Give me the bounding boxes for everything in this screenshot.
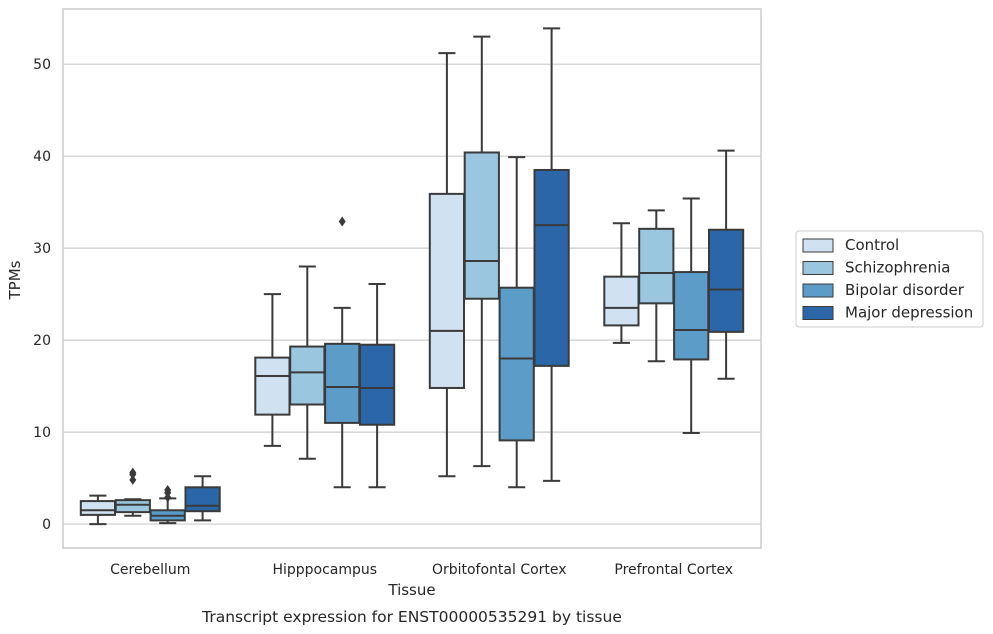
y-tick-label-0: 0 [42, 517, 51, 533]
box-schizophrenia [289, 265, 326, 460]
box-iqr [79, 500, 117, 516]
legend-label: Control [845, 236, 899, 254]
box-iqr [289, 345, 326, 406]
box-iqr [324, 342, 361, 424]
y-tick-label-30: 30 [33, 241, 51, 257]
box-bipolar-disorder [673, 197, 710, 435]
legend-swatch [802, 283, 834, 298]
box-plots [79, 27, 745, 526]
legend-item: Schizophrenia [802, 259, 950, 277]
figure-caption: Transcript expression for ENST0000053529… [201, 608, 622, 626]
box-bipolar-disorder [324, 216, 361, 489]
box-major-depression [707, 149, 745, 380]
box-control [254, 293, 291, 447]
box-iqr [673, 271, 710, 361]
box-schizophrenia [638, 209, 675, 363]
box-schizophrenia [463, 35, 500, 468]
box-iqr [184, 486, 221, 513]
box-iqr [428, 192, 466, 389]
box-major-depression [184, 475, 221, 522]
legend-item: Control [802, 236, 899, 254]
box-major-depression [358, 283, 396, 489]
outlier-point [164, 485, 172, 496]
x-tick-label: Orbitofontal Cortex [432, 562, 567, 578]
grid-lines [63, 63, 761, 525]
y-tick-label-10: 10 [33, 425, 51, 441]
legend-swatch [802, 306, 834, 320]
box-iqr [254, 356, 291, 416]
x-axis-label: Tissue [387, 581, 435, 599]
legend-swatch [802, 261, 834, 275]
y-tick-label-40: 40 [33, 149, 51, 165]
outlier-point [338, 216, 346, 227]
box-schizophrenia [114, 467, 151, 517]
box-iqr [498, 286, 535, 442]
legend-label: Bipolar disorder [845, 281, 965, 299]
x-tick-label: Prefrontal Cortex [614, 562, 733, 578]
box-iqr [533, 168, 570, 367]
x-tick-label: Cerebellum [110, 562, 190, 578]
legend-swatch [802, 238, 834, 253]
legend-label: Major depression [845, 304, 973, 322]
legend-label: Schizophrenia [845, 259, 950, 277]
outlier-point [129, 467, 137, 478]
y-tick-labels: 0 10 20 30 40 50 [33, 57, 51, 533]
legend: Control Schizophrenia Bipolar disorder Majo… [795, 230, 984, 328]
legend-frame [795, 230, 984, 328]
box-control [603, 222, 640, 344]
legend-item: Major depression [802, 304, 973, 322]
box-bipolar-disorder [149, 485, 186, 525]
box-major-depression [533, 27, 570, 482]
legend-item: Bipolar disorder [802, 281, 965, 299]
box-iqr [114, 499, 151, 514]
outlier-point [129, 474, 137, 485]
box-iqr [358, 343, 396, 426]
box-bipolar-disorder [498, 156, 535, 489]
y-axis-label: TPMs [6, 260, 24, 300]
x-tick-labels: Cerebellum Hipppocampus Orbitofontal Corte… [110, 562, 733, 578]
box-iqr [707, 228, 745, 333]
box-iqr [638, 227, 675, 305]
box-iqr [603, 275, 640, 327]
box-iqr [463, 151, 500, 300]
x-tick-label: Hipppocampus [272, 562, 377, 578]
y-tick-label-50: 50 [33, 57, 51, 73]
y-tick-label-20: 20 [33, 333, 51, 349]
